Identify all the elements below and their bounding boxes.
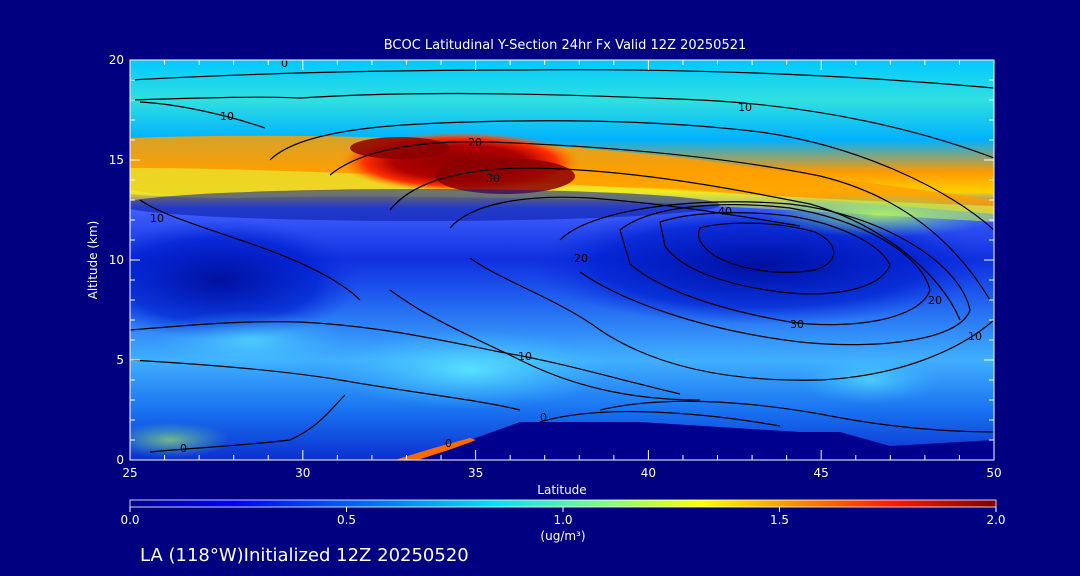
contour-label: 0 [540,411,547,424]
x-axis: 25 30 35 40 45 50 [122,60,1002,480]
contour-label: 10 [738,101,752,114]
contour-lines [130,69,994,453]
field-dark-left [130,220,360,340]
terrain-mask [420,422,994,460]
field-max-core-2 [435,158,575,194]
contour-label: 0 [180,442,187,455]
x-tick-label: 40 [641,466,656,480]
x-tick-label: 50 [986,466,1001,480]
contour-label: 10 [968,330,982,343]
x-tick-label: 45 [814,466,829,480]
contour-line [269,120,994,231]
contour-label: 10 [518,350,532,363]
x-tick-label: 35 [468,466,483,480]
y-tick-label: 20 [109,53,124,67]
contour-label: 20 [574,252,588,265]
field-lower-plume-1 [330,330,610,410]
colorbar-tick-label: 1.5 [770,513,789,527]
contour-line [389,289,701,401]
contour-line [130,69,994,89]
colorbar-units: (ug/m³) [540,529,585,543]
contour-line [329,141,991,301]
field-upper-green [760,193,994,237]
contour-label: 10 [220,110,234,123]
contour-label: 20 [928,294,942,307]
contour-label: 10 [150,212,164,225]
contour-labels: 0 10 10 20 30 40 10 20 30 20 10 10 0 0 0 [150,57,982,455]
contour-label: 20 [468,136,482,149]
y-tick-label: 15 [109,153,124,167]
x-axis-label: Latitude [537,483,586,497]
colorbar [129,499,997,508]
y-axis: 0 5 10 15 20 [109,53,994,467]
contour-line [599,400,994,433]
x-tick-label: 25 [122,466,137,480]
contour-line [659,212,891,295]
contour-line [539,411,781,427]
footer-text: LA (118°W)Initialized 12Z 20250520 [140,545,469,566]
field-lower-plume-2 [150,310,350,370]
contour-label: 0 [445,437,452,450]
contour-label: 30 [486,172,500,185]
y-tick-label: 10 [109,253,124,267]
contour-line [149,394,346,453]
contour-line [130,321,681,395]
y-axis-label: Altitude (km) [86,221,100,300]
field-surface-max [395,438,476,460]
contour-line [619,204,931,326]
contour-line [139,101,266,129]
contour-line [389,167,961,321]
contour-line [130,92,994,159]
field-lower-left-green [130,422,230,458]
contour-line [469,257,994,381]
field-lower-plume-3 [800,355,940,405]
plot-area: 0 10 10 20 30 40 10 20 30 20 10 10 0 0 0 [130,57,994,460]
colorbar-tick-label: 2.0 [986,513,1005,527]
x-tick-label: 30 [295,466,310,480]
y-tick-label: 0 [116,453,124,467]
contour-label: 40 [718,205,732,218]
colorbar-tick-label: 0.5 [337,513,356,527]
colorbar-ticks: 0.0 0.5 1.0 1.5 2.0 [120,507,1006,527]
contour-label: 0 [281,57,288,70]
contour-line [559,201,971,346]
colorbar-tick-label: 1.0 [553,513,572,527]
contour-label: 30 [790,318,804,331]
contour-line [697,222,835,273]
contour-line [449,196,801,229]
contour-line [139,199,361,301]
y-tick-label: 5 [116,353,124,367]
contour-line [130,359,521,411]
chart-title: BCOC Latitudinal Y-Section 24hr Fx Valid… [384,38,747,53]
colorbar-tick-label: 0.0 [120,513,139,527]
